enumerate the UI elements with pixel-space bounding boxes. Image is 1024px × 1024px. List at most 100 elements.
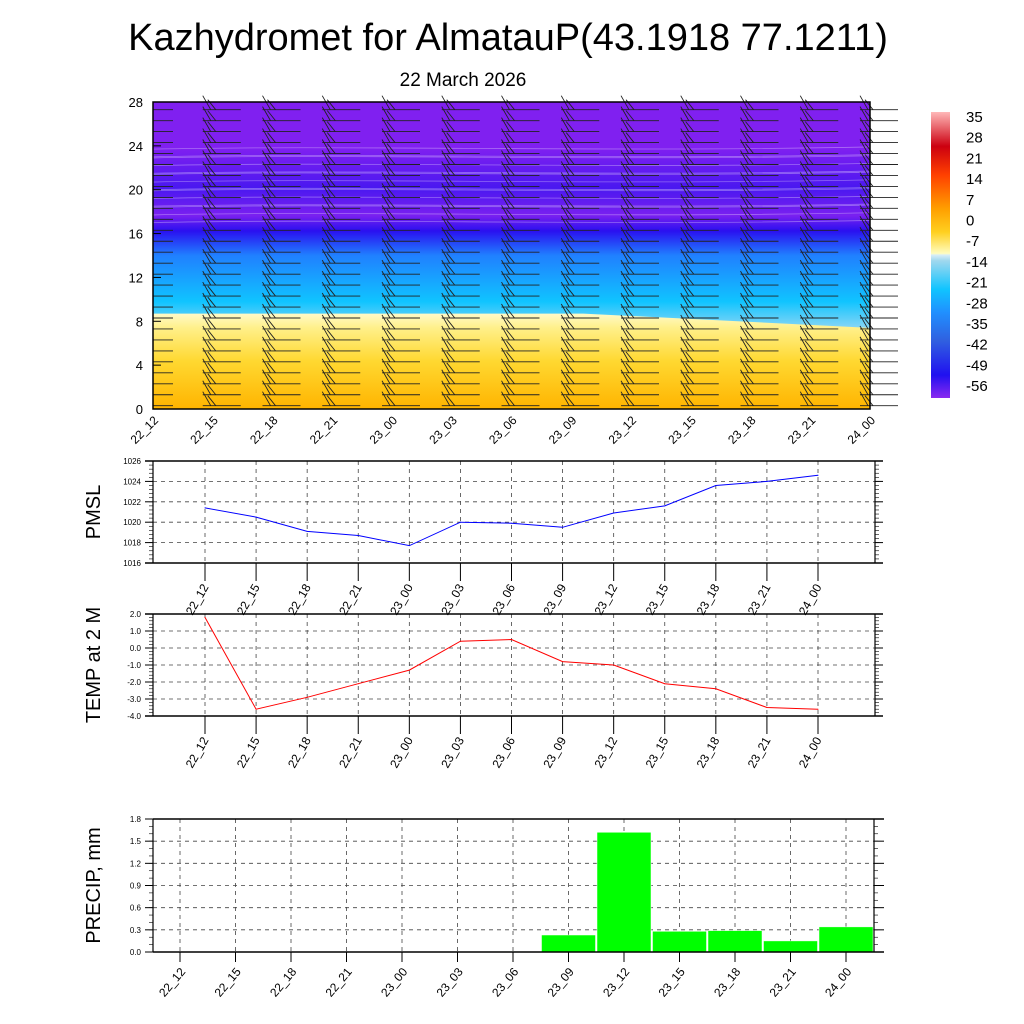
y-tick-label: 16: [129, 227, 143, 242]
wind-barb-feather: [386, 340, 396, 352]
wind-barb-feather: [381, 380, 391, 395]
wind-barb-feather: [321, 216, 331, 231]
wind-barb-feather: [799, 358, 809, 374]
wind-barb-feather: [625, 154, 635, 165]
wind-barb-feather: [565, 351, 575, 363]
wind-barb-feather: [386, 395, 396, 406]
wind-barb-feather: [799, 183, 809, 198]
y-tick-label: 20: [129, 183, 143, 198]
wind-barb-feather: [864, 209, 874, 220]
wind-barb-feather: [680, 172, 690, 187]
wind-barb-feather: [565, 362, 575, 374]
wind-barb-feather: [799, 205, 809, 220]
wind-barb-feather: [804, 274, 814, 286]
wind-barb-feather: [620, 205, 630, 220]
wind-barb-feather: [625, 395, 635, 406]
wind-barb-feather: [864, 143, 874, 154]
wind-barb-feather: [326, 296, 336, 308]
wind-barb-feather: [267, 143, 276, 154]
data-point: [459, 521, 461, 523]
wind-barb-feather: [506, 252, 515, 264]
wind-barb-feather: [202, 380, 212, 395]
wind-barb-feather: [267, 329, 276, 341]
wind-barb-feather: [386, 110, 396, 121]
contour-line: [152, 203, 871, 207]
wind-barb-feather: [740, 150, 749, 165]
wind-barb-feather: [381, 248, 391, 264]
wind-barb-feather: [804, 329, 814, 341]
wind-barb-feather: [501, 380, 510, 395]
wind-barb-feather: [620, 216, 630, 231]
wind-barb-feather: [864, 362, 874, 374]
wind-barb-feather: [625, 220, 635, 231]
data-point: [204, 616, 206, 618]
wind-barb-feather: [864, 110, 874, 121]
wind-barb-feather: [620, 248, 630, 264]
data-point: [766, 707, 768, 708]
wind-barb-feather: [864, 165, 874, 176]
wind-barb-feather: [565, 395, 575, 406]
wind-barb-feather: [321, 183, 331, 198]
wind-barb-feather: [864, 230, 874, 242]
data-point: [511, 522, 512, 524]
wind-barb-feather: [685, 187, 695, 198]
wind-barb-feather: [565, 121, 575, 132]
wind-barb-feather: [207, 340, 217, 352]
section-plot: 0 4 8 12 16 20 24 28 22_12 22_15 22_18 22_21 23_00 23…: [128, 95, 898, 447]
wind-barb-feather: [381, 216, 391, 231]
colorbar-label: -28: [966, 295, 988, 312]
wind-barb-feather: [740, 325, 749, 341]
wind-barb-feather: [560, 205, 570, 220]
wind-barb-feather: [625, 121, 635, 132]
wind-barb-feather: [321, 205, 331, 220]
wind-barb-feather: [565, 241, 575, 253]
wind-barb-feather: [804, 176, 814, 187]
data-point: [613, 512, 615, 514]
y-axis-label: PRECIP, mm: [83, 827, 105, 943]
wind-barb-feather: [685, 198, 695, 209]
wind-barb-feather: [685, 307, 695, 319]
wind-barb-feather: [740, 161, 749, 176]
wind-barb-feather: [207, 143, 217, 154]
y-tick-label: 0.6: [130, 904, 142, 913]
precip-bar: [707, 930, 763, 953]
figure-title: Kazhydromet for AlmatauP(43.1918 77.1211…: [128, 17, 888, 59]
wind-barb-feather: [267, 340, 276, 352]
wind-barb-feather: [446, 351, 456, 363]
wind-barb-feather: [506, 318, 515, 330]
wind-barb-feather: [864, 329, 874, 341]
wind-barb-feather: [441, 347, 451, 363]
wind-barb-feather: [446, 263, 456, 275]
wind-barb-feather: [446, 307, 456, 319]
wind-barb-feather: [864, 307, 874, 319]
x-tick-label: 23_12: [591, 734, 620, 770]
wind-barb-feather: [804, 263, 814, 275]
wind-barb-feather: [202, 128, 212, 143]
wind-barb-feather: [202, 325, 212, 341]
wind-barb-feather: [326, 121, 336, 132]
wind-barb-feather: [321, 314, 331, 330]
wind-barb-feather: [620, 227, 630, 242]
wind-barb-feather: [745, 263, 754, 275]
wind-barb-feather: [441, 259, 451, 275]
y-tick-label: 0.0: [130, 948, 142, 957]
wind-barb-feather: [506, 198, 515, 209]
y-tick-label: 28: [129, 95, 143, 110]
wind-barb-feather: [446, 340, 456, 352]
wind-barb-feather: [202, 216, 212, 231]
wind-barb-feather: [625, 241, 635, 253]
x-tick-label: 22_21: [307, 413, 341, 447]
wind-barb-feather: [560, 227, 570, 242]
wind-barb-feather: [685, 165, 695, 176]
wind-barb-feather: [864, 154, 874, 165]
y-tick-label: -1.0: [127, 661, 141, 670]
wind-barb-feather: [506, 263, 515, 275]
wind-barb-feather: [740, 117, 749, 132]
wind-barb-feather: [799, 391, 809, 406]
wind-barb-feather: [799, 347, 809, 363]
wind-barb-feather: [506, 373, 515, 385]
wind-barb-feather: [859, 227, 869, 242]
wind-barb-feather: [864, 318, 874, 330]
wind-barb-feather: [565, 329, 575, 341]
wind-barb-feather: [446, 230, 456, 242]
